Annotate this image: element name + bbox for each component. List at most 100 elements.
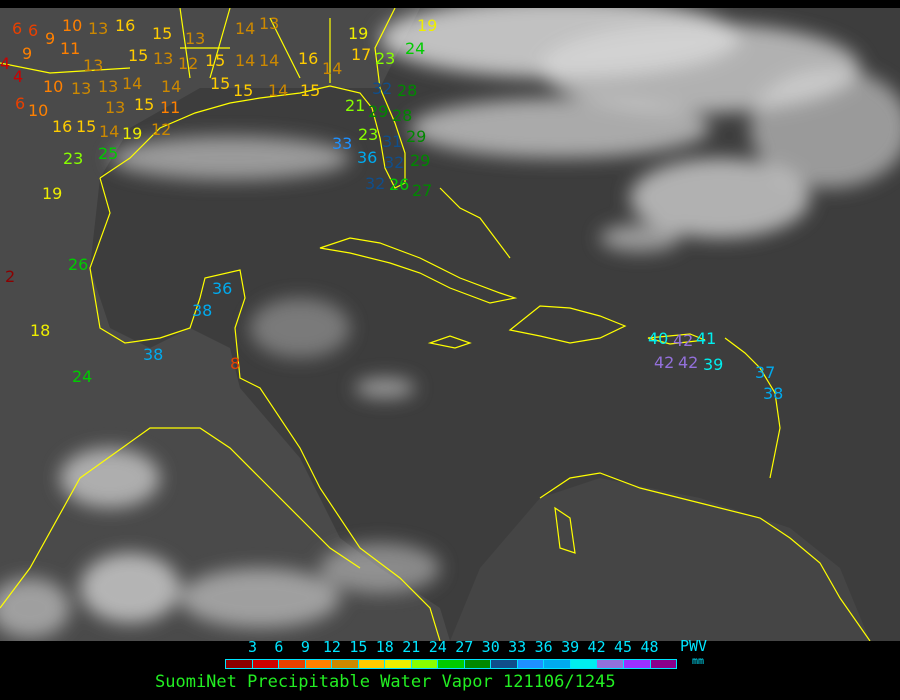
legend-tick: 36 <box>534 638 553 656</box>
legend-tick: 48 <box>640 638 659 656</box>
legend-tick: 24 <box>428 638 447 656</box>
legend-tick: 3 <box>247 638 257 656</box>
station-pwv-value: 13 <box>83 56 103 75</box>
legend-tick: 33 <box>508 638 527 656</box>
station-pwv-value: 14 <box>259 51 279 70</box>
station-pwv-value: 13 <box>98 77 118 96</box>
clouds <box>0 8 900 638</box>
station-pwv-value: 15 <box>152 24 172 43</box>
station-pwv-value: 33 <box>332 134 352 153</box>
legend-swatch <box>438 660 465 668</box>
station-pwv-value: 14 <box>268 81 288 100</box>
legend-tick: 6 <box>274 638 284 656</box>
station-pwv-value: 11 <box>60 39 80 58</box>
legend-swatch <box>252 660 280 668</box>
legend-swatch <box>623 660 651 668</box>
station-pwv-value: 23 <box>63 149 83 168</box>
station-pwv-value: 10 <box>28 101 48 120</box>
station-pwv-value: 9 <box>22 44 32 63</box>
legend-swatch <box>358 660 386 668</box>
station-pwv-value: 29 <box>406 127 426 146</box>
legend-swatch <box>332 660 359 668</box>
legend-swatch <box>544 660 571 668</box>
station-pwv-value: 16 <box>298 49 318 68</box>
station-pwv-value: 13 <box>88 19 108 38</box>
station-pwv-value: 15 <box>76 117 96 136</box>
station-pwv-value: 6 <box>28 21 38 40</box>
station-pwv-value: 15 <box>134 95 154 114</box>
pwv-legend: 3 6 9 12 15 18 21 24 27 30 33 36 39 42 45 48 PWV mm Suo… <box>0 638 900 700</box>
station-pwv-value: 26 <box>389 175 409 194</box>
legend-swatch <box>305 660 333 668</box>
station-pwv-value: 14 <box>235 19 255 38</box>
station-pwv-value: 29 <box>368 102 388 121</box>
station-pwv-value: 29 <box>410 151 430 170</box>
station-pwv-value: 26 <box>68 255 88 274</box>
station-pwv-value: 14 <box>161 77 181 96</box>
station-pwv-value: 9 <box>45 29 55 48</box>
station-pwv-value: 31 <box>382 132 402 151</box>
station-pwv-value: 14 <box>99 122 119 141</box>
station-pwv-value: 39 <box>703 355 723 374</box>
station-pwv-value: 13 <box>185 29 205 48</box>
station-pwv-value: 13 <box>259 14 279 33</box>
legend-tick: 18 <box>375 638 394 656</box>
station-pwv-value: 13 <box>105 98 125 117</box>
legend-tick: 12 <box>322 638 341 656</box>
legend-swatch <box>517 660 545 668</box>
legend-tick: 45 <box>614 638 633 656</box>
station-pwv-value: 14 <box>322 59 342 78</box>
station-pwv-value: 42 <box>673 331 693 350</box>
legend-swatch <box>226 660 253 668</box>
station-pwv-value: 28 <box>392 106 412 125</box>
station-pwv-value: 4 <box>0 54 10 73</box>
station-pwv-value: 23 <box>358 125 378 144</box>
station-pwv-value: 42 <box>654 353 674 372</box>
station-pwv-value: 21 <box>345 96 365 115</box>
station-pwv-value: 11 <box>160 98 180 117</box>
station-pwv-value: 19 <box>42 184 62 203</box>
station-pwv-value: 14 <box>122 74 142 93</box>
legend-tick: 9 <box>300 638 310 656</box>
legend-unit: mm <box>692 656 705 667</box>
station-pwv-value: 16 <box>115 16 135 35</box>
legend-swatch <box>650 660 677 668</box>
station-pwv-value: 27 <box>412 181 432 200</box>
station-pwv-value: 14 <box>235 51 255 70</box>
station-pwv-value: 32 <box>365 174 385 193</box>
station-pwv-value: 15 <box>210 74 230 93</box>
station-pwv-value: 23 <box>375 49 395 68</box>
station-pwv-value: 15 <box>300 81 320 100</box>
station-pwv-value: 12 <box>178 54 198 73</box>
legend-swatch <box>411 660 439 668</box>
station-pwv-value: 15 <box>205 51 225 70</box>
station-pwv-value: 32 <box>384 153 404 172</box>
station-pwv-value: 36 <box>357 148 377 167</box>
station-pwv-value: 38 <box>143 345 163 364</box>
station-pwv-value: 19 <box>122 124 142 143</box>
legend-tick: 27 <box>455 638 474 656</box>
station-pwv-value: 4 <box>13 67 23 86</box>
legend-swatch <box>491 660 518 668</box>
legend-swatch <box>597 660 624 668</box>
legend-color-bar <box>225 659 677 669</box>
station-pwv-value: 19 <box>417 16 437 35</box>
station-pwv-value: 17 <box>351 45 371 64</box>
station-pwv-value: 41 <box>696 329 716 348</box>
station-pwv-value: 40 <box>648 329 668 348</box>
legend-tick: 39 <box>561 638 580 656</box>
station-pwv-value: 2 <box>5 267 15 286</box>
legend-swatch <box>464 660 492 668</box>
legend-swatch <box>385 660 412 668</box>
station-pwv-value: 13 <box>153 49 173 68</box>
station-pwv-value: 13 <box>71 79 91 98</box>
station-pwv-value: 25 <box>98 144 118 163</box>
station-pwv-value: 24 <box>405 39 425 58</box>
station-pwv-value: 10 <box>43 77 63 96</box>
station-pwv-value: 6 <box>15 94 25 113</box>
coastlines <box>0 8 871 641</box>
station-pwv-value: 38 <box>192 301 212 320</box>
